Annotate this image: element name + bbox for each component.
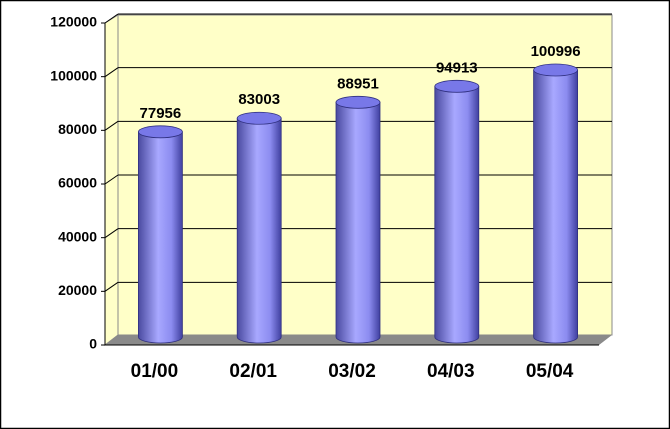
bar-top — [236, 111, 282, 125]
y-tick-label: 20000 — [58, 282, 97, 298]
value-label: 100996 — [531, 43, 581, 60]
value-label: 83003 — [238, 91, 280, 108]
grid-line — [104, 120, 119, 131]
bar — [335, 101, 381, 344]
bar — [236, 117, 282, 344]
y-tick-label: 100000 — [50, 67, 97, 83]
y-tick-label: 80000 — [58, 121, 97, 137]
value-label: 88951 — [337, 75, 379, 92]
grid-line — [104, 13, 119, 24]
value-label: 77956 — [140, 105, 182, 122]
grid-line — [104, 281, 119, 292]
bar — [138, 131, 183, 344]
bar — [533, 69, 578, 344]
bar-top — [137, 125, 183, 139]
y-tick-label: 60000 — [58, 175, 97, 191]
y-tick-label: 40000 — [58, 228, 97, 244]
bar-top — [335, 95, 381, 109]
x-tick-label: 05/04 — [526, 361, 574, 382]
bar-top — [533, 63, 578, 77]
y-tick-label: 0 — [89, 336, 97, 352]
x-tick-label: 04/03 — [427, 361, 475, 382]
bar — [434, 85, 480, 344]
x-tick-label: 03/02 — [328, 361, 376, 382]
value-label: 94913 — [436, 59, 478, 76]
grid-line — [104, 228, 119, 239]
bar-top — [434, 79, 480, 93]
y-tick-label: 120000 — [50, 14, 97, 30]
grid-line — [104, 174, 119, 185]
x-tick-label: 01/00 — [131, 361, 179, 382]
x-tick-label: 02/01 — [229, 361, 277, 382]
grid-line — [104, 67, 119, 78]
